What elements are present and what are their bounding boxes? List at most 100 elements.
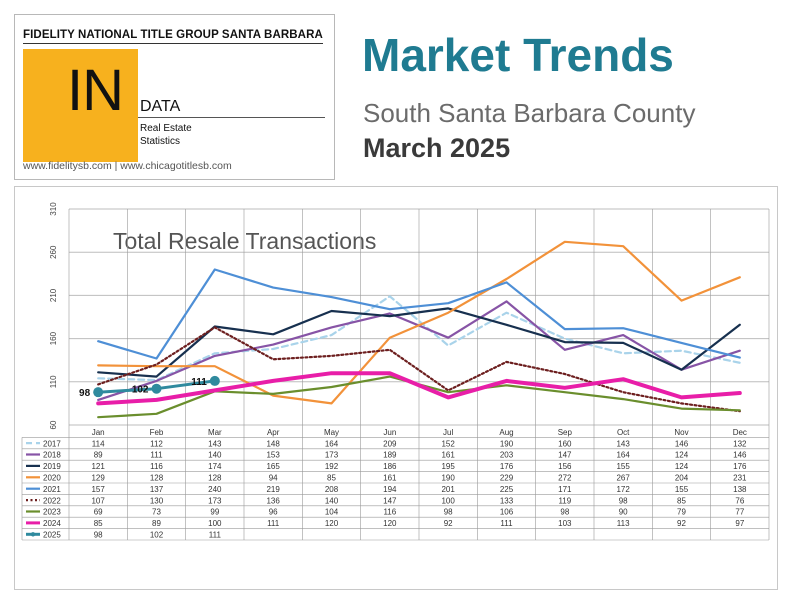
table-cell-2025: 102 <box>150 531 164 540</box>
logo-in-text: IN <box>67 58 124 123</box>
table-cell-2020: 190 <box>441 474 455 483</box>
chart-frame <box>14 186 778 590</box>
table-cell-2023: 106 <box>500 508 514 517</box>
page-subtitle: South Santa Barbara County <box>363 98 696 128</box>
table-cell-2018: 146 <box>733 451 747 460</box>
legend-label-2019: 2019 <box>43 462 61 471</box>
table-cell-2018: 164 <box>616 451 630 460</box>
table-cell-2019: 124 <box>675 462 689 471</box>
table-cell-2023: 99 <box>210 508 219 517</box>
x-tick-label: Aug <box>499 428 513 437</box>
logo-divider <box>23 43 323 44</box>
table-cell-2022: 140 <box>325 496 339 505</box>
table-cell-2023: 69 <box>94 508 103 517</box>
table-cell-2024: 111 <box>267 519 280 528</box>
table-cell-2021: 201 <box>441 485 455 494</box>
table-cell-2025: 111 <box>209 531 222 540</box>
data-point-2025 <box>93 387 104 398</box>
table-cell-2019: 155 <box>616 462 630 471</box>
x-tick-label: Feb <box>150 428 164 437</box>
x-tick-label: Jun <box>383 428 396 437</box>
table-cell-2020: 161 <box>383 474 397 483</box>
x-tick-label: Dec <box>733 428 747 437</box>
table-cell-2024: 103 <box>558 519 572 528</box>
company-name: FIDELITY NATIONAL TITLE GROUP SANTA BARB… <box>23 29 323 41</box>
table-cell-2018: 161 <box>441 451 455 460</box>
report-date: March 2025 <box>363 133 511 163</box>
x-tick-label: Jul <box>443 428 453 437</box>
table-cell-2017: 114 <box>92 439 105 448</box>
table-cell-2020: 128 <box>208 474 222 483</box>
x-tick-label: Mar <box>208 428 222 437</box>
table-cell-2024: 111 <box>500 519 513 528</box>
table-cell-2023: 77 <box>735 508 744 517</box>
x-tick-label: May <box>324 428 339 437</box>
series-line-2017 <box>97 295 741 382</box>
x-tick-label: Oct <box>617 428 630 437</box>
table-cell-2019: 176 <box>733 462 747 471</box>
table-cell-2023: 96 <box>269 508 278 517</box>
logo-mark <box>23 49 138 162</box>
table-cell-2021: 157 <box>91 485 105 494</box>
x-tick-label: Apr <box>267 428 280 437</box>
table-cell-2020: 128 <box>150 474 164 483</box>
table-cell-2017: 148 <box>266 439 280 448</box>
table-cell-2024: 100 <box>208 519 222 528</box>
table-cell-2018: 153 <box>266 451 280 460</box>
table-cell-2019: 174 <box>208 462 222 471</box>
table-cell-2024: 92 <box>677 519 686 528</box>
table-cell-2020: 94 <box>269 474 278 483</box>
table-cell-2019: 116 <box>150 462 163 471</box>
series-line-2020 <box>97 240 741 405</box>
table-cell-2024: 92 <box>444 519 453 528</box>
table-cell-2019: 186 <box>383 462 397 471</box>
logo-box: FIDELITY NATIONAL TITLE GROUP SANTA BARB… <box>14 14 335 180</box>
table-cell-2021: 194 <box>383 485 397 494</box>
table-cell-2022: 107 <box>91 496 105 505</box>
legend-label-2021: 2021 <box>43 485 61 494</box>
table-cell-2024: 120 <box>325 519 339 528</box>
table-cell-2023: 116 <box>383 508 396 517</box>
table-cell-2019: 176 <box>500 462 514 471</box>
website-links: www.fidelitysb.com | www.chicagotitlesb.… <box>23 160 232 172</box>
table-cell-2020: 267 <box>616 474 630 483</box>
table-cell-2020: 229 <box>500 474 514 483</box>
logo-subtitle-1: Real Estate <box>140 123 192 134</box>
table-cell-2017: 209 <box>383 439 397 448</box>
logo-data-text: DATA <box>140 98 181 115</box>
table-cell-2021: 208 <box>325 485 339 494</box>
table-cell-2020: 272 <box>558 474 572 483</box>
table-cell-2022: 133 <box>500 496 514 505</box>
table-cell-2021: 240 <box>208 485 222 494</box>
table-cell-2020: 129 <box>91 474 105 483</box>
y-tick-label: 310 <box>49 202 58 216</box>
table-cell-2022: 147 <box>383 496 397 505</box>
table-cell-2024: 113 <box>617 519 630 528</box>
table-cell-2019: 165 <box>266 462 280 471</box>
table-cell-2018: 140 <box>208 451 222 460</box>
table-cell-2018: 203 <box>500 451 514 460</box>
legend-label-2017: 2017 <box>43 439 61 448</box>
table-cell-2022: 85 <box>677 496 686 505</box>
table-cell-2017: 152 <box>441 439 455 448</box>
table-cell-2023: 98 <box>444 508 453 517</box>
table-cell-2017: 164 <box>325 439 339 448</box>
table-cell-2020: 85 <box>327 474 336 483</box>
table-cell-2022: 136 <box>266 496 280 505</box>
table-cell-2017: 112 <box>150 439 163 448</box>
table-cell-2020: 231 <box>733 474 747 483</box>
legend-label-2023: 2023 <box>43 508 61 517</box>
x-tick-label: Jan <box>92 428 105 437</box>
data-label-2025: 111 <box>191 377 207 388</box>
legend-label-2025: 2025 <box>43 531 61 540</box>
table-cell-2023: 90 <box>619 508 628 517</box>
y-tick-label: 210 <box>49 288 58 302</box>
table-cell-2017: 143 <box>208 439 222 448</box>
table-cell-2021: 137 <box>150 485 164 494</box>
table-cell-2022: 76 <box>735 496 744 505</box>
table-cell-2019: 121 <box>91 462 105 471</box>
legend-label-2018: 2018 <box>43 451 61 460</box>
table-cell-2025: 98 <box>94 531 103 540</box>
